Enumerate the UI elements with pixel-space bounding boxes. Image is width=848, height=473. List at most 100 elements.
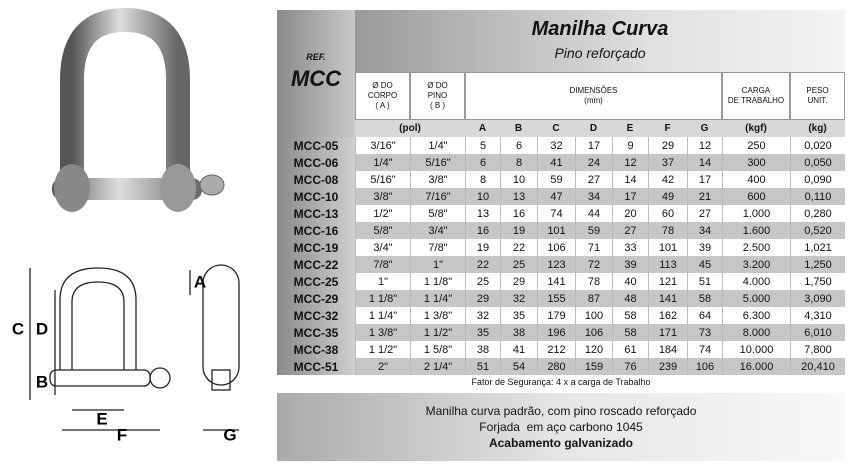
table-cell: 29 xyxy=(648,137,687,154)
table-cell: 250 xyxy=(722,137,790,154)
table-cell: 19 xyxy=(500,222,537,239)
pin-diameter-header-line: Ø DO xyxy=(427,81,448,90)
table-cell: 74 xyxy=(687,341,722,358)
description-line: Manilha curva padrão, com pino roscado r… xyxy=(425,404,697,418)
ref-label: REF. xyxy=(306,52,326,62)
table-cell: 14 xyxy=(687,154,722,171)
table-cell: 3.200 xyxy=(722,256,790,273)
table-cell: 106 xyxy=(575,324,612,341)
table-cell: 38 xyxy=(465,341,500,358)
ref-cell: MCC-08 xyxy=(277,171,355,188)
table-cell: 4.000 xyxy=(722,273,790,290)
ref-cell: MCC-51 xyxy=(277,358,355,375)
weight-header-line: PESO xyxy=(806,86,829,95)
table-cell: 113 xyxy=(648,256,687,273)
pin-diameter-header-line: ( B ) xyxy=(429,101,446,110)
table-cell: 120 xyxy=(575,341,612,358)
body-diameter-header-line: CORPO xyxy=(367,91,398,100)
table-cell: 34 xyxy=(687,222,722,239)
table-cell: 39 xyxy=(612,256,648,273)
units-cell: D xyxy=(575,120,612,137)
table-cell: 400 xyxy=(722,171,790,188)
dimensions-header-line: DIMENSÕES xyxy=(569,86,618,95)
pin-diameter-header: Ø DO PINO( B ) xyxy=(410,72,465,120)
table-cell: 8.000 xyxy=(722,324,790,341)
illustration: C D B EF A G xyxy=(12,7,240,444)
table-cell: 74 xyxy=(537,205,575,222)
table-cell: 1,021 xyxy=(790,239,845,256)
dimension-letter: F xyxy=(117,425,127,444)
units-cell: F xyxy=(648,120,687,137)
table-cell: 0,280 xyxy=(790,205,845,222)
table-cell: 25 xyxy=(500,256,537,273)
ref-cell: MCC-16 xyxy=(277,222,355,239)
table-cell: 101 xyxy=(648,239,687,256)
table-cell: 2.500 xyxy=(722,239,790,256)
table-cell: 42 xyxy=(648,171,687,188)
dimension-letter: C xyxy=(12,319,24,338)
table-cell: 38 xyxy=(500,324,537,341)
dimension-letter: D xyxy=(36,319,48,338)
table-cell: 10.000 xyxy=(722,341,790,358)
table-cell: 2 1/4" xyxy=(410,358,465,375)
description-line: Acabamento galvanizado xyxy=(488,436,634,450)
units-cell: E xyxy=(612,120,648,137)
table-cell: 24 xyxy=(575,154,612,171)
table-cell: 141 xyxy=(537,273,575,290)
description-box: Manilha curva padrão, com pino roscado r… xyxy=(277,393,845,461)
safety-note: Fator de Segurança: 4 x a carga de Traba… xyxy=(471,377,651,387)
table-cell: 87 xyxy=(575,290,612,307)
table-cell: 3/8" xyxy=(355,188,410,205)
units-cell: C xyxy=(537,120,575,137)
ref-cell: MCC-25 xyxy=(277,273,355,290)
table-cell: 10 xyxy=(500,171,537,188)
table-cell: 16.000 xyxy=(722,358,790,375)
table-cell: 71 xyxy=(575,239,612,256)
table-cell: 3,090 xyxy=(790,290,845,307)
units-cell: (pol) xyxy=(355,120,465,137)
table-cell: 212 xyxy=(537,341,575,358)
table-cell: 159 xyxy=(575,358,612,375)
dimensions-header-line: (mm) xyxy=(584,96,603,105)
table-cell: 101 xyxy=(537,222,575,239)
table-cell: 155 xyxy=(537,290,575,307)
table-cell: 32 xyxy=(500,290,537,307)
table-cell: 58 xyxy=(687,290,722,307)
table-cell: 0,110 xyxy=(790,188,845,205)
table-cell: 17 xyxy=(687,171,722,188)
table-cell: 25 xyxy=(465,273,500,290)
table-cell: 600 xyxy=(722,188,790,205)
table-cell: 17 xyxy=(612,188,648,205)
body-diameter-header: Ø DO CORPO( A ) xyxy=(355,72,410,120)
units-cell: G xyxy=(687,120,722,137)
table-cell: 17 xyxy=(575,137,612,154)
table-cell: 12 xyxy=(687,137,722,154)
load-header: CARGA DE TRABALHO xyxy=(722,72,790,120)
dimension-letter: A xyxy=(194,272,206,291)
shackle-photo xyxy=(52,7,225,212)
table-cell: 72 xyxy=(575,256,612,273)
body-diameter-header-line: Ø DO xyxy=(372,81,393,90)
table-cell: 4,310 xyxy=(790,307,845,324)
ref-cell: MCC-35 xyxy=(277,324,355,341)
load-header-line: DE TRABALHO xyxy=(727,96,785,105)
table-cell: 6.300 xyxy=(722,307,790,324)
table-cell: 27 xyxy=(612,222,648,239)
units-cell: B xyxy=(500,120,537,137)
table-cell: 6 xyxy=(500,137,537,154)
table-cell: 184 xyxy=(648,341,687,358)
table-cell: 1.600 xyxy=(722,222,790,239)
table-cell: 58 xyxy=(612,307,648,324)
table-cell: 300 xyxy=(722,154,790,171)
description-line: Forjada em aço carbono 1045 xyxy=(479,420,643,434)
title-band xyxy=(355,10,845,72)
table-cell: 9 xyxy=(612,137,648,154)
table-cell: 5.000 xyxy=(722,290,790,307)
table-cell: 196 xyxy=(537,324,575,341)
table-cell: 1 1/2" xyxy=(355,341,410,358)
table-cell: 61 xyxy=(612,341,648,358)
table-cell: 1 1/4" xyxy=(355,307,410,324)
table-cell: 3/16" xyxy=(355,137,410,154)
weight-header: PESO UNIT. xyxy=(790,72,845,120)
units-cell: A xyxy=(465,120,500,137)
